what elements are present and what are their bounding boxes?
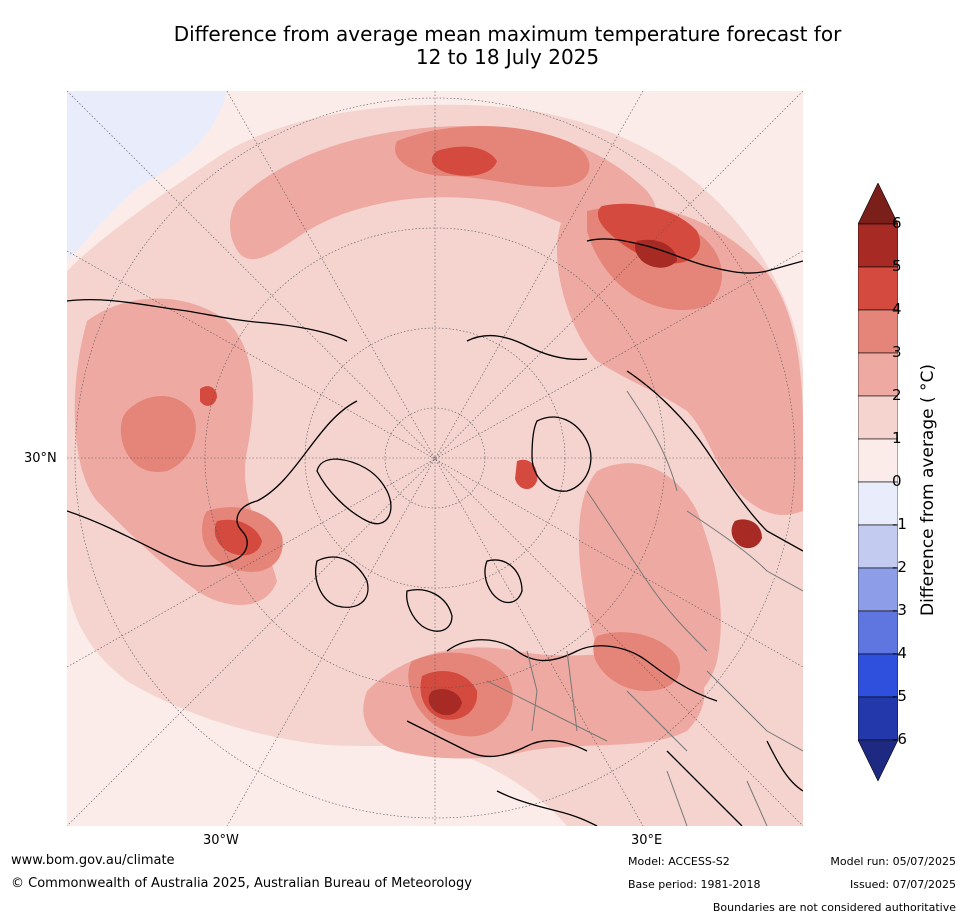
colorbar-band-4_5 [858, 266, 898, 311]
colorbar-band-5_6 [858, 223, 898, 268]
footer-model-run: Model run: 05/07/2025 [830, 855, 956, 868]
colorbar-band-0_1 [858, 438, 898, 483]
colorbar-tick-label: -4 [892, 644, 907, 662]
colorbar-tick-label: 2 [892, 386, 902, 404]
colorbar-band-3_4 [858, 309, 898, 354]
lat-label-30n: 30°N [24, 451, 57, 466]
lon-label-30e: 30°E [631, 833, 663, 848]
anomaly-warm-4-urals [515, 459, 538, 490]
forecast-map [67, 91, 803, 826]
footer-copyright: © Commonwealth of Australia 2025, Austra… [11, 876, 472, 891]
anomaly-warm-4-siberia [597, 203, 701, 264]
colorbar [858, 183, 898, 782]
colorbar-extend-min [858, 739, 898, 782]
colorbar-band-m5_m4 [858, 653, 898, 698]
map-title-line-2: 12 to 18 July 2025 [415, 45, 600, 69]
colorbar-tick-label: 3 [892, 343, 902, 361]
colorbar-tick-label: -5 [892, 687, 907, 705]
anomaly-warm-4-alaska [200, 386, 217, 406]
footer-issued: Issued: 07/07/2025 [849, 878, 956, 891]
anomaly-cool-top-left [67, 91, 227, 261]
colorbar-band-m6_m5 [858, 696, 898, 741]
anomaly-warm-3-alaska [120, 396, 196, 472]
colorbar-tick-label: 1 [892, 429, 902, 447]
colorbar-band-2_3 [858, 352, 898, 397]
footer-model: Model: ACCESS-S2 [628, 855, 730, 868]
colorbar-band-m3_m2 [858, 567, 898, 612]
footer-base-period: Base period: 1981-2018 [628, 878, 761, 891]
colorbar-band-m4_m3 [858, 610, 898, 655]
colorbar-band-m2_m1 [858, 524, 898, 569]
anomaly-warm-4-pacific [431, 146, 497, 176]
colorbar-tick-label: 6 [892, 214, 902, 232]
lon-label-30w: 30°W [203, 833, 239, 848]
map-title-line-1: Difference from average mean maximum tem… [173, 22, 842, 46]
anomaly-warm-5-mongolia [731, 519, 762, 549]
footer-url[interactable]: www.bom.gov.au/climate [11, 853, 175, 868]
footer-disclaimer: Boundaries are not considered authoritat… [712, 901, 956, 914]
colorbar-tick-label: -1 [892, 515, 907, 533]
colorbar-tick-label: 0 [892, 472, 902, 490]
colorbar-tick-label: -3 [892, 601, 907, 619]
colorbar-tick-label: -6 [892, 730, 907, 748]
colorbar-label: Difference from average ( °C) [918, 363, 938, 616]
anomaly-warm-4-hudson [214, 519, 262, 556]
anomaly-warm-5-siberia [634, 239, 677, 268]
colorbar-tick-label: 4 [892, 300, 902, 318]
colorbar-tick-label: -2 [892, 558, 907, 576]
colorbar-tick-label: 5 [892, 257, 902, 275]
anomaly-warm-5-france [428, 689, 462, 716]
